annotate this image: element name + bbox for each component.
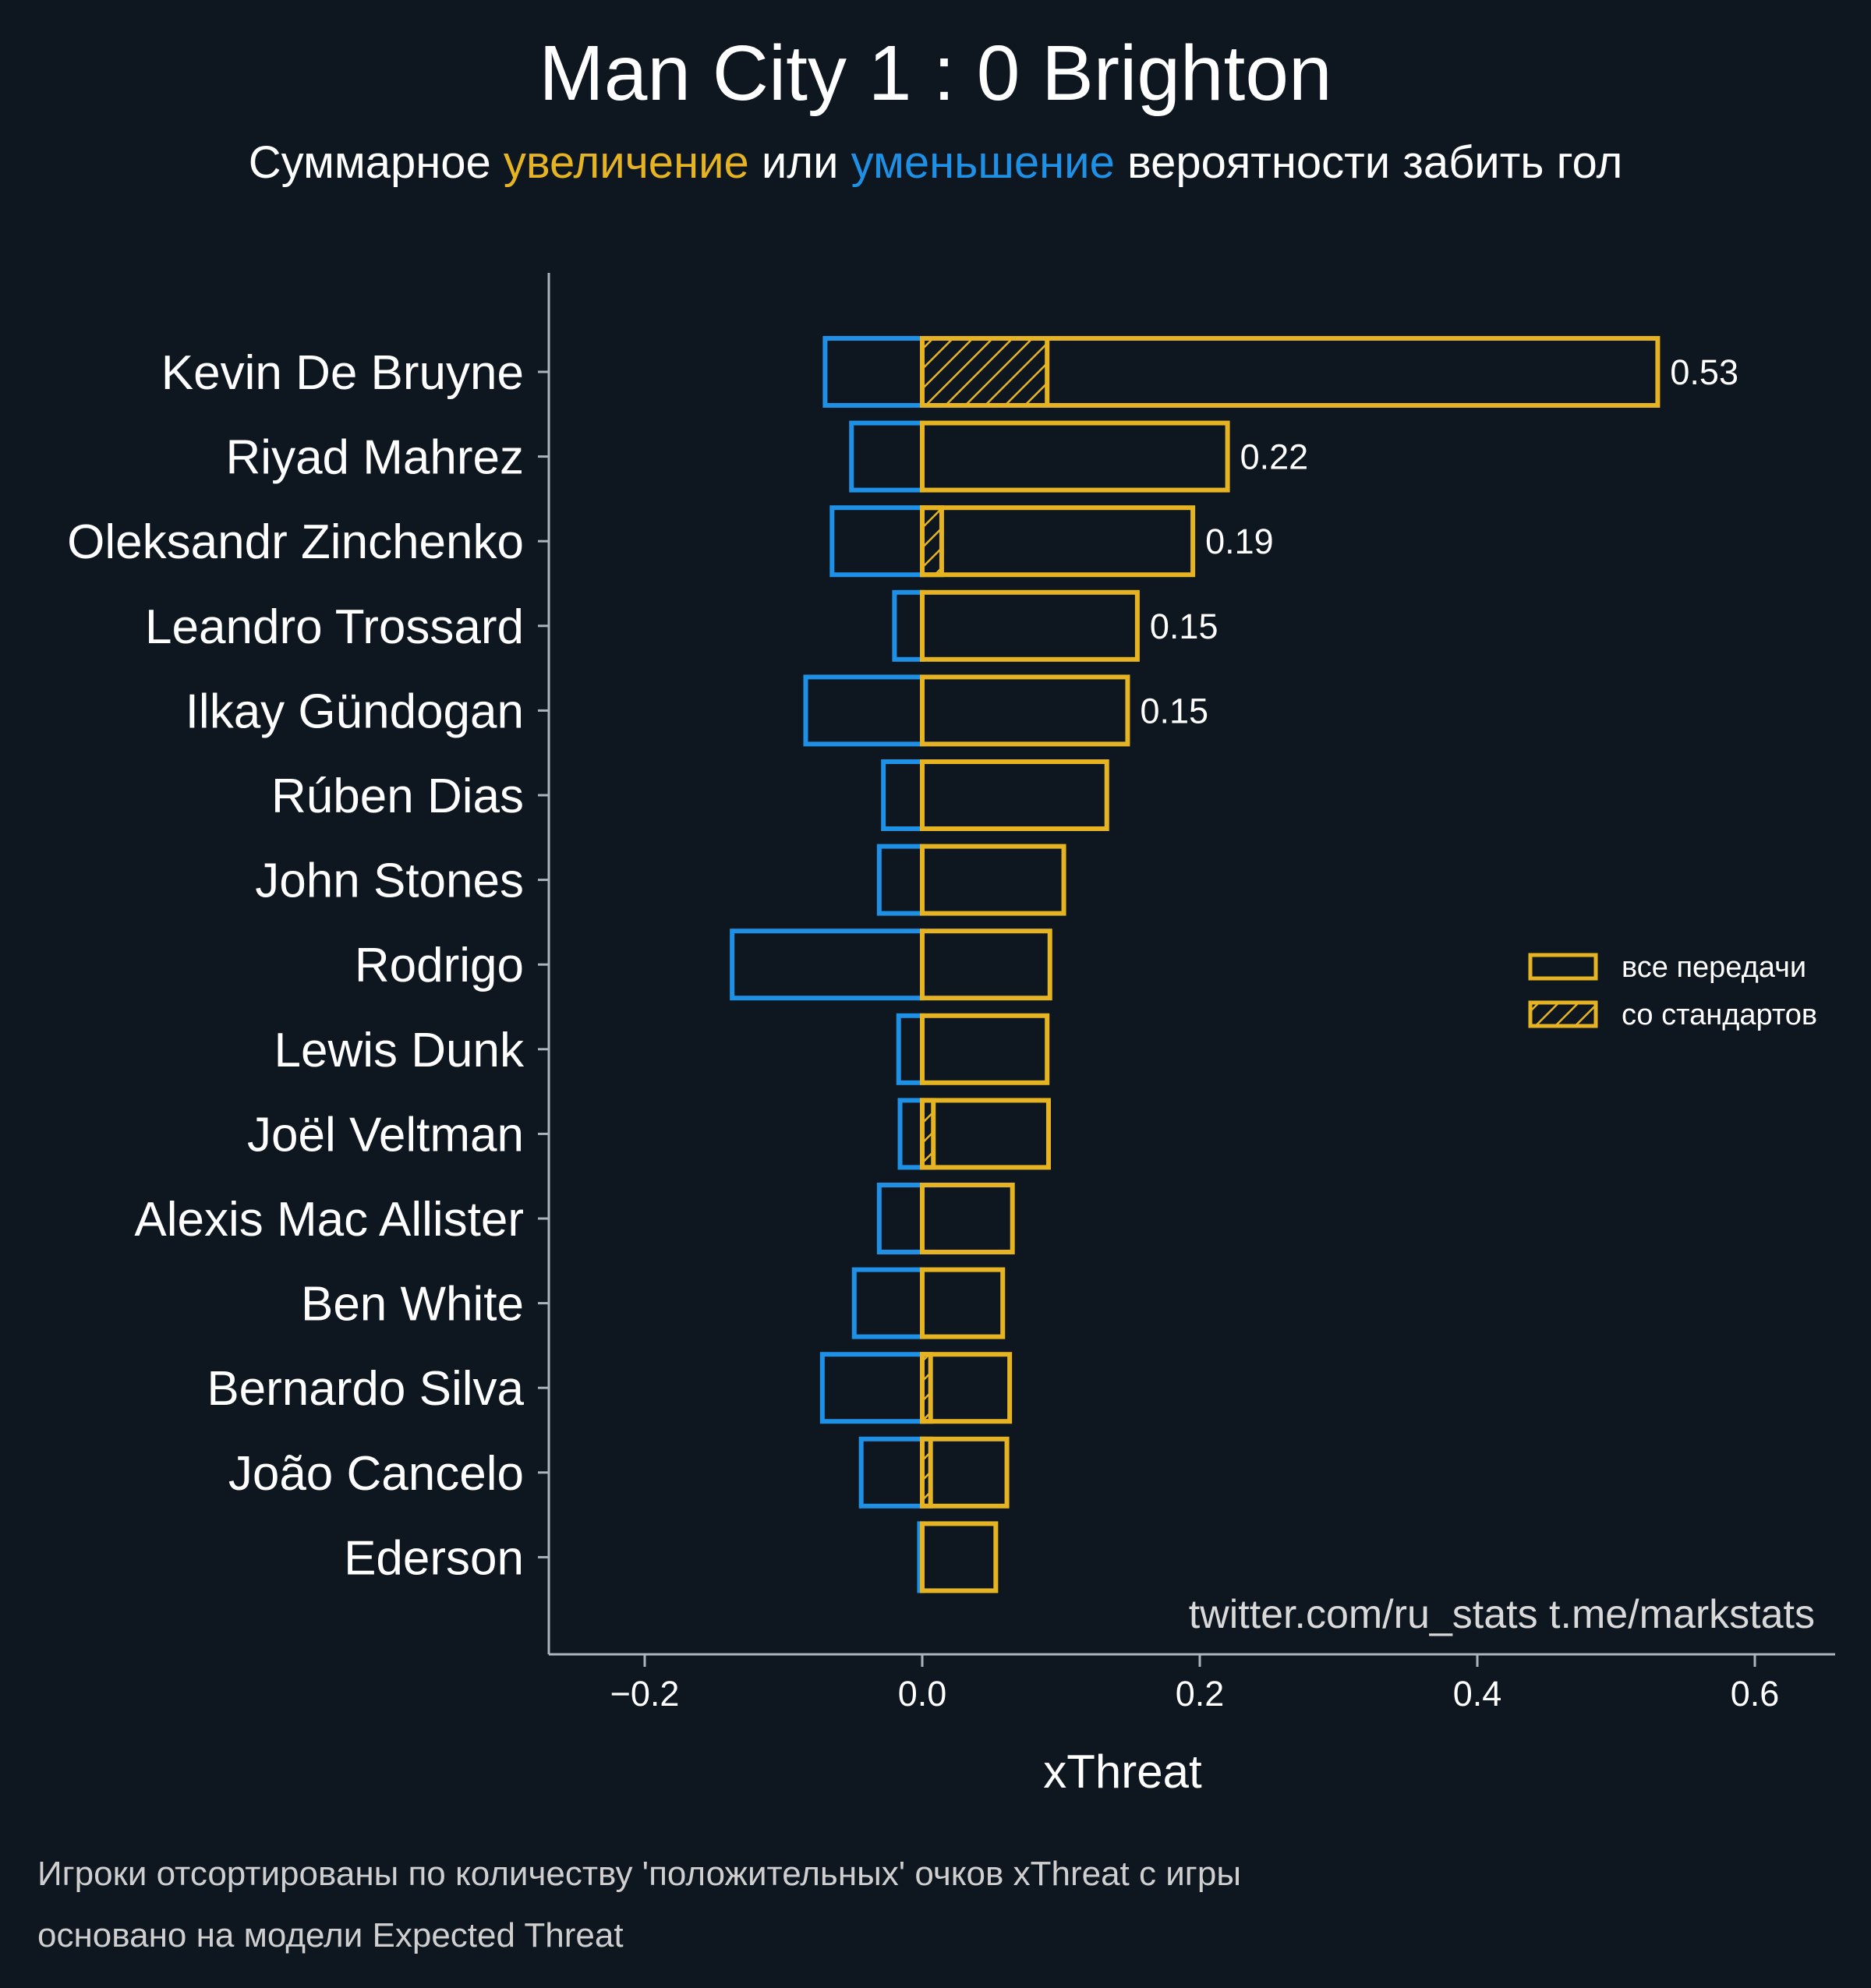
y-label-ederson: Ederson <box>344 1531 524 1585</box>
credit-text: twitter.com/ru_stats t.me/markstats <box>1189 1592 1815 1637</box>
y-label-riyad-mahrez: Riyad Mahrez <box>226 431 524 485</box>
bar-positive-bernardo-silva <box>920 1352 1013 1424</box>
x-tick-label-2: 0.2 <box>1176 1674 1225 1714</box>
x-tick-label-4: 0.6 <box>1731 1674 1780 1714</box>
bar-setpiece-kevin-de-bruyne <box>920 336 1050 408</box>
y-label-joao-cancelo: João Cancelo <box>228 1447 524 1501</box>
subtitle-decrease-word: уменьшение <box>851 137 1115 188</box>
bar-positive-ilkay-gundogan <box>920 674 1130 747</box>
bar-positive-john-stones <box>920 844 1066 916</box>
legend-label-all-passes: все передачи <box>1622 951 1806 984</box>
subtitle-part2: или <box>749 137 851 188</box>
bar-positive-joel-veltman <box>920 1098 1051 1170</box>
footnote-line-1: Игроки отсортированы по количеству 'поло… <box>37 1855 1241 1893</box>
data-label-kevin-de-bruyne: 0.53 <box>1670 352 1738 392</box>
bar-positive-ederson <box>920 1521 999 1594</box>
chart-title: Man City 1 : 0 Brighton <box>539 30 1332 117</box>
x-ticks: −0.2 0.0 0.2 0.4 0.6 <box>610 1654 1780 1714</box>
bar-positive-oleksandr-zinchenko <box>920 505 1196 578</box>
y-label-ben-white: Ben White <box>301 1278 524 1332</box>
bar-positive-alexis-mac-allister <box>920 1183 1015 1254</box>
bars-group: 0.53 0.22 0.19 0.15 0.15 <box>730 336 1738 1594</box>
data-label-riyad-mahrez: 0.22 <box>1240 437 1309 477</box>
y-label-oleksandr-zinchenko: Oleksandr Zinchenko <box>67 515 524 569</box>
footnote-line-2: основано на модели Expected Threat <box>37 1916 624 1954</box>
bar-positive-lewis-dunk <box>920 1013 1050 1085</box>
y-label-bernardo-silva: Bernardo Silva <box>207 1362 524 1416</box>
y-label-lewis-dunk: Lewis Dunk <box>274 1024 525 1077</box>
subtitle-part3: вероятности забить гол <box>1115 137 1622 188</box>
y-label-rodrigo: Rodrigo <box>355 939 524 992</box>
y-tick-labels: Kevin De Bruyne Riyad Mahrez Oleksandr Zin… <box>67 346 549 1585</box>
data-label-leandro-trossard: 0.15 <box>1150 607 1218 646</box>
bar-positive-leandro-trossard <box>920 589 1140 662</box>
bar-positive-kevin-de-bruyne <box>920 336 1661 408</box>
y-label-ruben-dias: Rúben Dias <box>271 769 524 823</box>
bar-positive-ruben-dias <box>920 759 1109 831</box>
y-label-john-stones: John Stones <box>255 854 524 908</box>
legend-swatch-set-pieces <box>1528 1000 1598 1028</box>
x-axis-label: xThreat <box>1043 1746 1202 1798</box>
data-label-oleksandr-zinchenko: 0.19 <box>1205 522 1274 561</box>
bar-setpiece-oleksandr-zinchenko <box>920 505 944 578</box>
subtitle-increase-word: увеличение <box>504 137 749 188</box>
bar-positive-joao-cancelo <box>920 1436 1010 1509</box>
subtitle-part1: Суммарное <box>249 137 504 188</box>
legend-label-set-pieces: со стандартов <box>1622 999 1817 1031</box>
data-label-ilkay-gundogan: 0.15 <box>1140 691 1208 730</box>
y-label-ilkay-gundogan: Ilkay Gündogan <box>186 684 524 738</box>
chart-subtitle: Суммарное увеличение или уменьшение веро… <box>249 137 1623 188</box>
bar-positive-ben-white <box>920 1267 1006 1339</box>
y-label-kevin-de-bruyne: Kevin De Bruyne <box>161 346 524 400</box>
y-label-joel-veltman: Joël Veltman <box>247 1108 524 1162</box>
bar-positive-rodrigo <box>920 929 1052 1001</box>
y-label-leandro-trossard: Leandro Trossard <box>145 600 524 654</box>
legend-swatch-all-passes <box>1528 953 1598 981</box>
x-tick-label-1: 0.0 <box>898 1674 947 1714</box>
x-tick-label-0: −0.2 <box>610 1674 680 1714</box>
legend: все передачи со стандартов <box>1528 951 1817 1031</box>
x-tick-label-3: 0.4 <box>1453 1674 1502 1714</box>
bar-positive-riyad-mahrez <box>920 420 1230 493</box>
y-label-alexis-mac-allister: Alexis Mac Allister <box>134 1193 524 1247</box>
